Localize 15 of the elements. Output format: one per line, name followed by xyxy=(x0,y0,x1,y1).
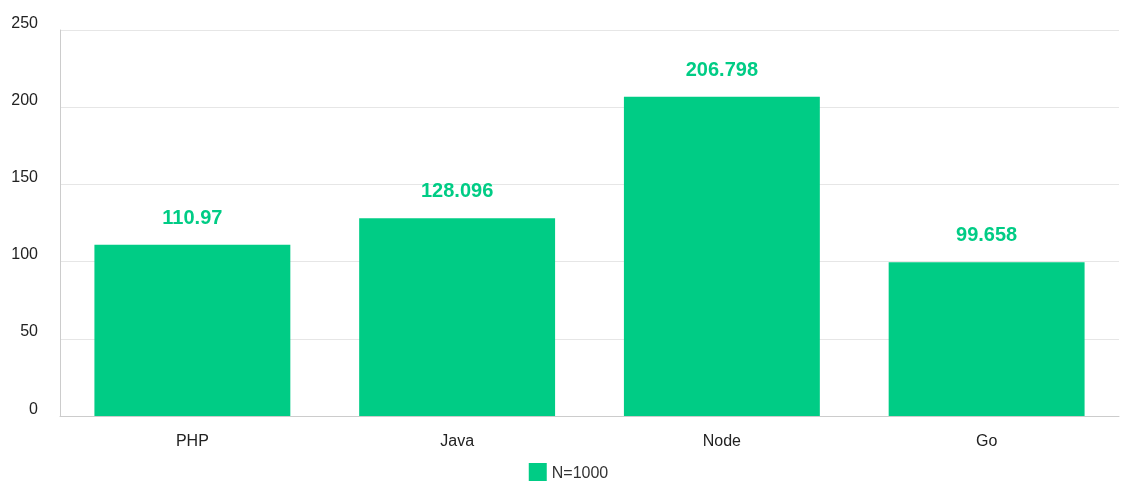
y-tick-label: 100 xyxy=(11,245,39,263)
y-tick-label: 200 xyxy=(11,90,39,108)
y-tick-label: 0 xyxy=(29,399,39,417)
x-tick-label: Node xyxy=(702,431,742,449)
x-tick-label: PHP xyxy=(175,431,209,449)
x-tick-label: Java xyxy=(440,431,475,449)
legend-label: N=1000 xyxy=(551,463,609,481)
data-label: 206.798 xyxy=(685,57,759,80)
data-label: 99.658 xyxy=(956,223,1018,246)
y-tick-label: 250 xyxy=(11,13,39,31)
data-label: 128.096 xyxy=(420,179,494,202)
data-label: 110.97 xyxy=(162,205,223,228)
y-tick-label: 50 xyxy=(20,322,39,340)
y-tick-label: 150 xyxy=(11,167,39,185)
x-tick-label: Go xyxy=(975,431,998,449)
